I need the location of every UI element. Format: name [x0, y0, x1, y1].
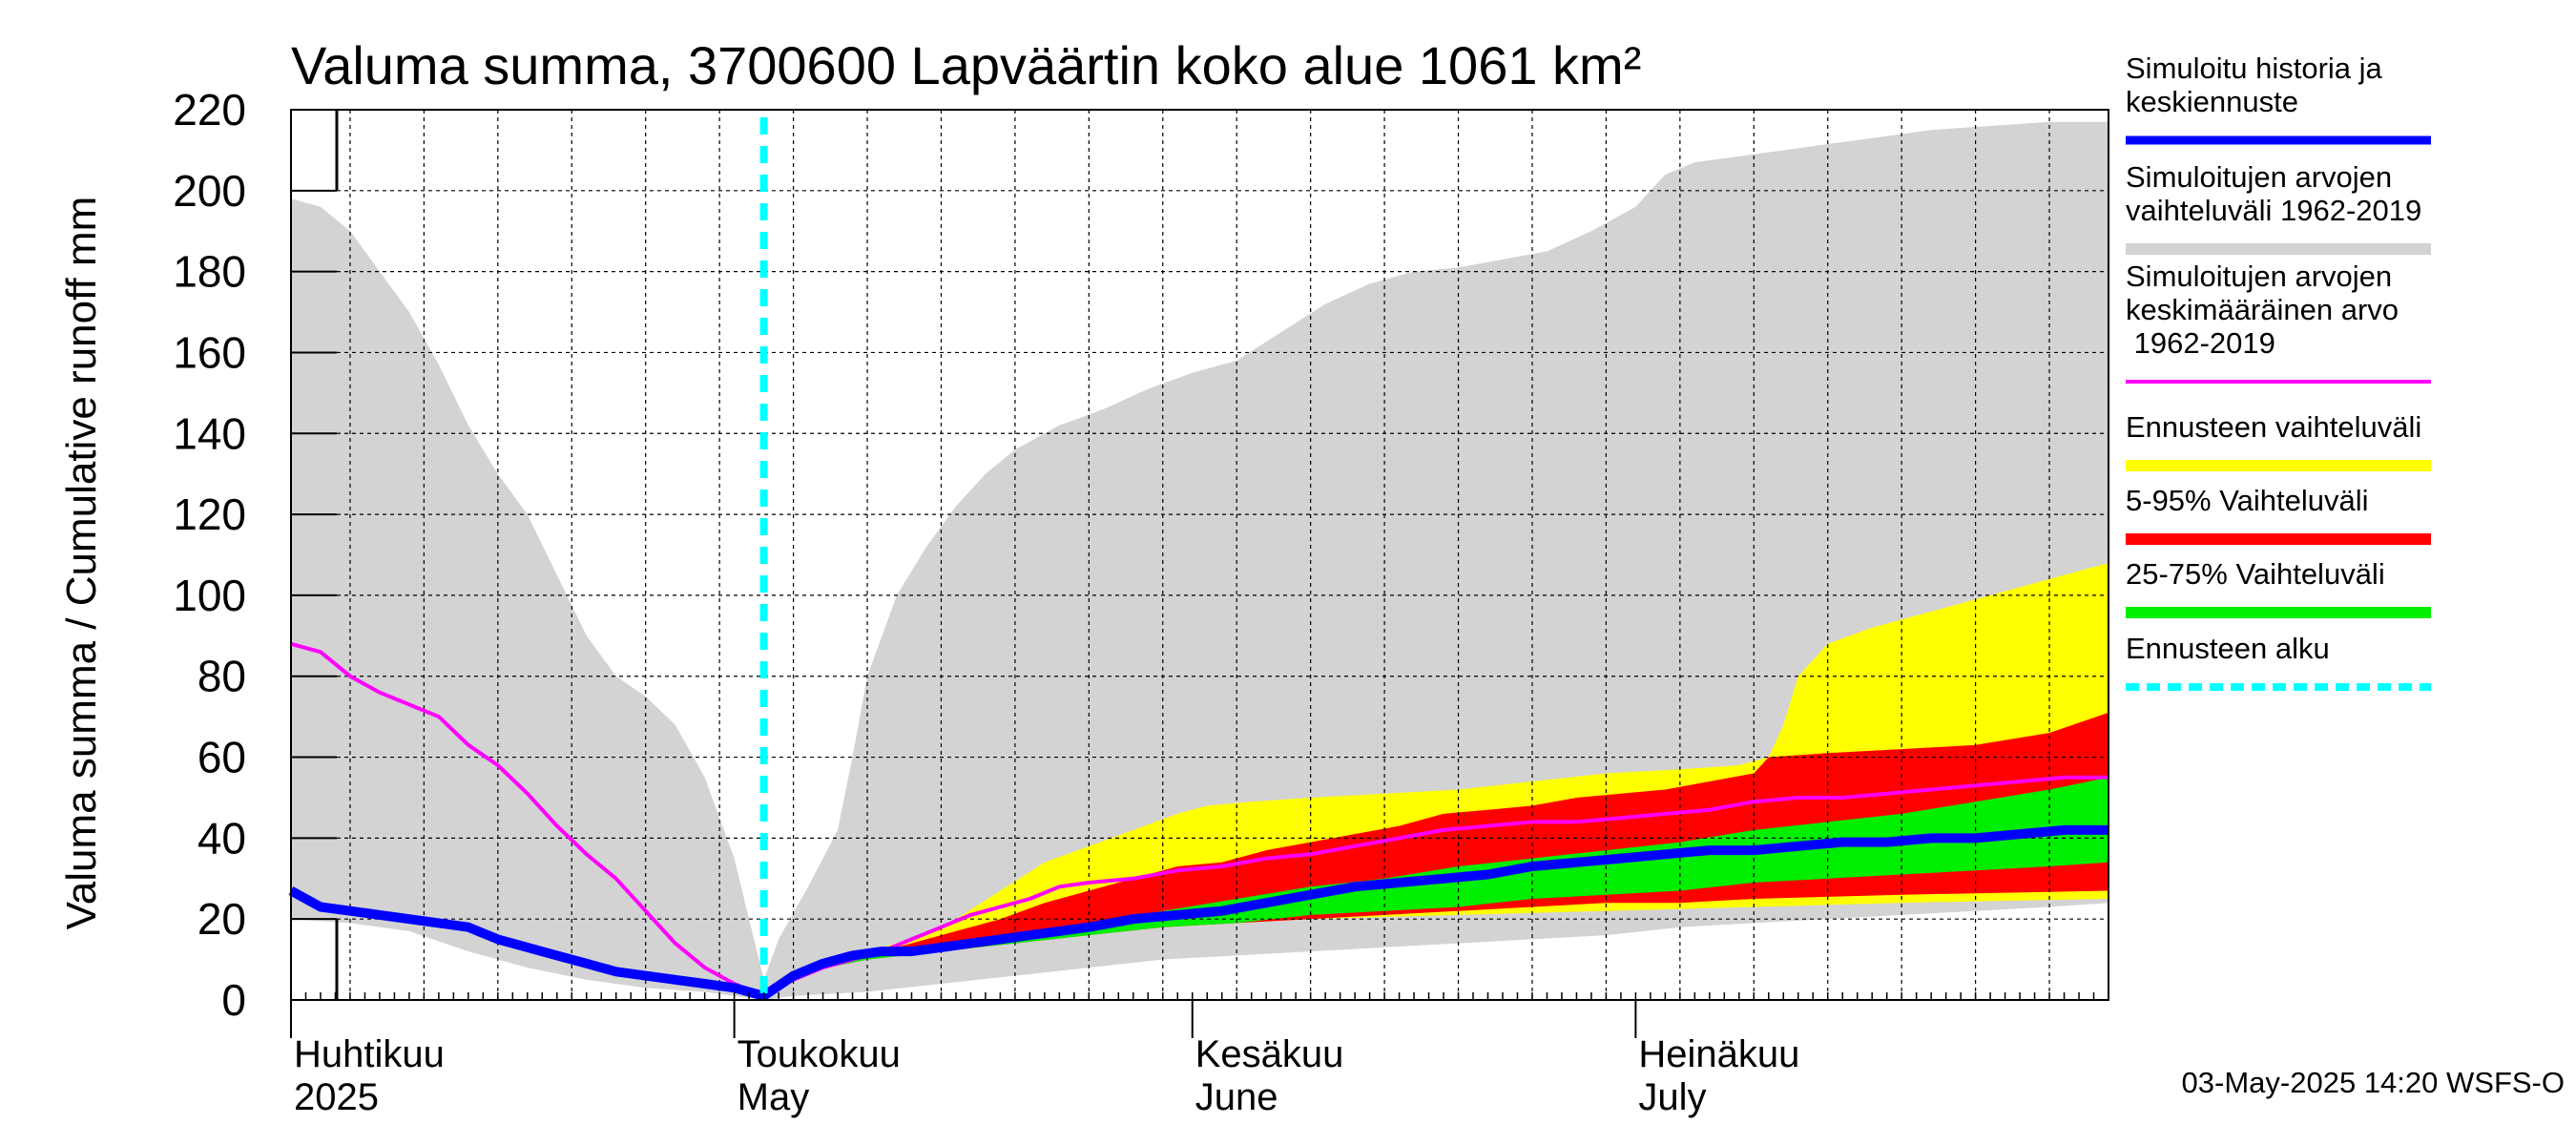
legend-label: 25-75% Vaihteluväli: [2126, 557, 2385, 591]
legend-label-line: Ennusteen alku: [2126, 632, 2330, 665]
median-forecast-line: [288, 824, 2109, 1001]
legend-label-line: 25-75% Vaihteluväli: [2126, 557, 2385, 591]
plot-frame: [290, 109, 2109, 1001]
month-label-en: May: [737, 1076, 810, 1118]
y-tick-label: 80: [197, 652, 246, 701]
mean-line: [290, 641, 2109, 998]
y-tick-label: 140: [173, 408, 246, 458]
legend-label-line: Simuloitu historia ja: [2126, 52, 2383, 85]
month-label-fi: Huhtikuu: [294, 1033, 445, 1075]
y-tick-label: 200: [173, 166, 246, 216]
timestamp-footer: 03-May-2025 14:20 WSFS-O: [2182, 1066, 2565, 1099]
legend-label-line: keskimääräinen arvo: [2126, 293, 2399, 326]
y-tick-label: 160: [173, 327, 246, 377]
y-tick-label: 220: [173, 85, 246, 135]
legend-label-line: 1962-2019: [2126, 326, 2275, 360]
legend-label-line: keskiennuste: [2126, 85, 2298, 118]
legend-label: Ennusteen alku: [2126, 632, 2330, 665]
y-tick-label: 180: [173, 247, 246, 297]
y-axis-label: Valuma summa / Cumulative runoff mm: [58, 197, 105, 930]
month-label-en: 2025: [294, 1076, 379, 1118]
chart-title: Valuma summa, 3700600 Lapväärtin koko al…: [291, 35, 1641, 95]
p25-75-band: [763, 777, 2109, 996]
y-tick-label: 20: [197, 894, 246, 944]
legend-label-line: Simuloitujen arvojen: [2126, 160, 2392, 194]
legend-label: Simuloitujen arvojen vaihteluväli 1962-20…: [2126, 160, 2421, 227]
month-label-fi: Toukokuu: [737, 1033, 901, 1075]
legend-label-line: Simuloitujen arvojen: [2126, 260, 2392, 293]
y-tick-label: 0: [221, 975, 246, 1025]
y-tick-label: 60: [197, 733, 246, 782]
legend-label-line: vaihteluväli 1962-2019: [2126, 194, 2421, 227]
legend-label-line: Ennusteen vaihteluväli: [2126, 410, 2421, 444]
month-label-en: June: [1195, 1076, 1278, 1118]
legend-label: Simuloitujen arvojen keskimääräinen arvo …: [2126, 260, 2399, 360]
y-tick-label: 100: [173, 571, 246, 620]
legend-label: Simuloitu historia ja keskiennuste: [2126, 52, 2383, 118]
legend: Simuloitu historia ja keskiennusteSimuloi…: [2126, 52, 2431, 691]
legend-label: 5-95% Vaihteluväli: [2126, 484, 2368, 517]
y-tick-label: 40: [197, 813, 246, 863]
plot-area: 0 20 40 60 80 100 120 140 160 180 200 220 Huhtikuu20…: [173, 85, 2109, 1118]
month-label-en: July: [1638, 1076, 1706, 1118]
month-label-fi: Kesäkuu: [1195, 1033, 1344, 1075]
month-label-fi: Heinäkuu: [1638, 1033, 1799, 1075]
legend-label-line: 5-95% Vaihteluväli: [2126, 484, 2368, 517]
y-tick-label: 120: [173, 489, 246, 539]
legend-label: Ennusteen vaihteluväli: [2126, 410, 2421, 444]
